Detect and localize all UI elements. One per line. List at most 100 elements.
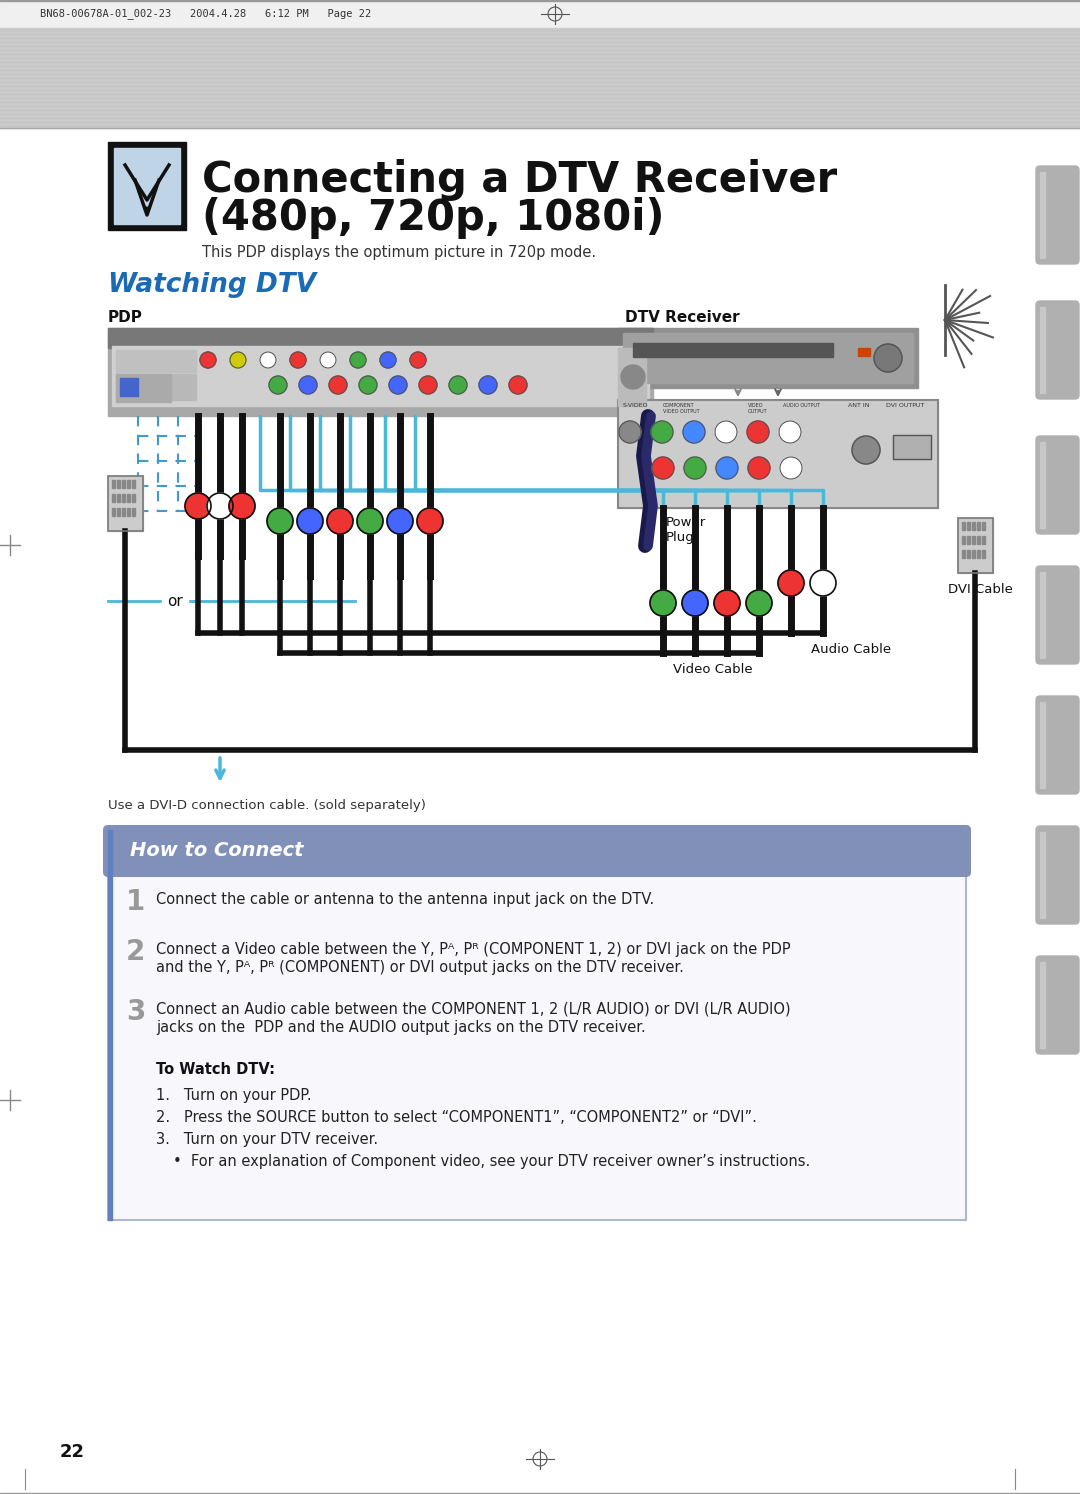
Bar xyxy=(122,508,125,515)
Bar xyxy=(116,374,171,402)
Bar xyxy=(962,550,966,557)
FancyBboxPatch shape xyxy=(1036,696,1079,793)
Bar xyxy=(1040,172,1045,258)
Text: To Watch DTV:: To Watch DTV: xyxy=(156,1062,275,1077)
Text: How to Connect: How to Connect xyxy=(130,841,303,861)
Bar xyxy=(962,536,966,544)
Bar xyxy=(132,495,135,502)
Text: 2: 2 xyxy=(126,938,146,967)
Circle shape xyxy=(778,571,804,596)
Circle shape xyxy=(716,457,738,480)
Bar xyxy=(112,495,114,502)
Bar xyxy=(132,508,135,515)
Bar xyxy=(112,480,114,489)
FancyBboxPatch shape xyxy=(1036,436,1079,533)
Text: DVI Cable: DVI Cable xyxy=(948,583,1013,596)
Bar xyxy=(132,480,135,489)
Circle shape xyxy=(297,508,323,533)
Text: AUDIO OUTPUT: AUDIO OUTPUT xyxy=(783,403,820,408)
Bar xyxy=(116,374,195,400)
Bar xyxy=(108,831,966,1221)
Circle shape xyxy=(185,493,211,518)
Bar xyxy=(958,518,993,574)
Circle shape xyxy=(509,376,527,394)
Text: PDP: PDP xyxy=(108,311,143,326)
Bar xyxy=(1040,702,1045,787)
Bar xyxy=(623,333,913,382)
Circle shape xyxy=(746,590,772,616)
Text: ANT IN: ANT IN xyxy=(848,403,869,408)
Circle shape xyxy=(747,421,769,444)
Text: Power
Plug: Power Plug xyxy=(666,515,706,544)
Bar xyxy=(0,0,1080,28)
FancyBboxPatch shape xyxy=(1036,300,1079,399)
Text: 3.   Turn on your DTV receiver.: 3. Turn on your DTV receiver. xyxy=(156,1132,378,1147)
Text: This PDP displays the optimum picture in 720p mode.: This PDP displays the optimum picture in… xyxy=(202,245,596,260)
Circle shape xyxy=(852,436,880,465)
Bar xyxy=(120,378,138,396)
Bar xyxy=(108,831,966,1221)
Bar xyxy=(127,495,130,502)
Text: jacks on the  PDP and the AUDIO output jacks on the DTV receiver.: jacks on the PDP and the AUDIO output ja… xyxy=(156,1020,646,1035)
Text: 3: 3 xyxy=(126,998,146,1026)
Bar xyxy=(127,508,130,515)
Bar xyxy=(618,348,646,406)
Bar xyxy=(0,28,1080,128)
Bar xyxy=(117,495,120,502)
Bar xyxy=(972,550,975,557)
FancyBboxPatch shape xyxy=(103,825,971,877)
FancyBboxPatch shape xyxy=(1036,826,1079,923)
Text: COMPONENT
VIDEO OUTPUT: COMPONENT VIDEO OUTPUT xyxy=(663,403,700,414)
Bar xyxy=(977,536,980,544)
Bar xyxy=(967,521,970,530)
FancyBboxPatch shape xyxy=(1036,566,1079,663)
Circle shape xyxy=(715,421,737,444)
Circle shape xyxy=(320,353,336,368)
Circle shape xyxy=(410,353,426,368)
Circle shape xyxy=(714,590,740,616)
Bar xyxy=(108,477,143,530)
Circle shape xyxy=(684,457,706,480)
Circle shape xyxy=(683,421,705,444)
Circle shape xyxy=(357,508,383,533)
Bar xyxy=(893,435,931,459)
Circle shape xyxy=(681,590,708,616)
Circle shape xyxy=(229,493,255,518)
Text: VIDEO
OUTPUT: VIDEO OUTPUT xyxy=(748,403,768,414)
Circle shape xyxy=(200,353,216,368)
Text: Connecting a DTV Receiver: Connecting a DTV Receiver xyxy=(202,158,837,202)
Bar xyxy=(108,329,653,348)
Bar xyxy=(1040,832,1045,917)
Bar xyxy=(982,521,985,530)
Circle shape xyxy=(230,353,246,368)
Bar xyxy=(972,521,975,530)
Circle shape xyxy=(449,376,467,394)
Bar xyxy=(1040,962,1045,1047)
Text: Watching DTV: Watching DTV xyxy=(108,272,316,297)
Circle shape xyxy=(652,457,674,480)
Bar xyxy=(108,142,186,230)
Bar xyxy=(127,480,130,489)
Circle shape xyxy=(329,376,347,394)
Circle shape xyxy=(350,353,366,368)
Circle shape xyxy=(810,571,836,596)
Bar xyxy=(618,400,939,508)
FancyBboxPatch shape xyxy=(1036,166,1079,264)
Text: 22: 22 xyxy=(60,1443,85,1461)
Bar xyxy=(633,344,833,357)
Circle shape xyxy=(619,421,642,444)
Text: Connect an Audio cable between the COMPONENT 1, 2 (L/R AUDIO) or DVI (L/R AUDIO): Connect an Audio cable between the COMPO… xyxy=(156,1002,791,1017)
Circle shape xyxy=(780,457,802,480)
Bar xyxy=(108,329,653,415)
Circle shape xyxy=(299,376,318,394)
Circle shape xyxy=(650,590,676,616)
Bar xyxy=(967,536,970,544)
Circle shape xyxy=(779,421,801,444)
Circle shape xyxy=(748,457,770,480)
Text: Use a DVI-D connection cable. (sold separately): Use a DVI-D connection cable. (sold sepa… xyxy=(108,798,426,811)
Text: 2.   Press the SOURCE button to select “COMPONENT1”, “COMPONENT2” or “DVI”.: 2. Press the SOURCE button to select “CO… xyxy=(156,1110,757,1125)
Circle shape xyxy=(269,376,287,394)
Circle shape xyxy=(260,353,276,368)
Circle shape xyxy=(389,376,407,394)
Bar xyxy=(122,495,125,502)
